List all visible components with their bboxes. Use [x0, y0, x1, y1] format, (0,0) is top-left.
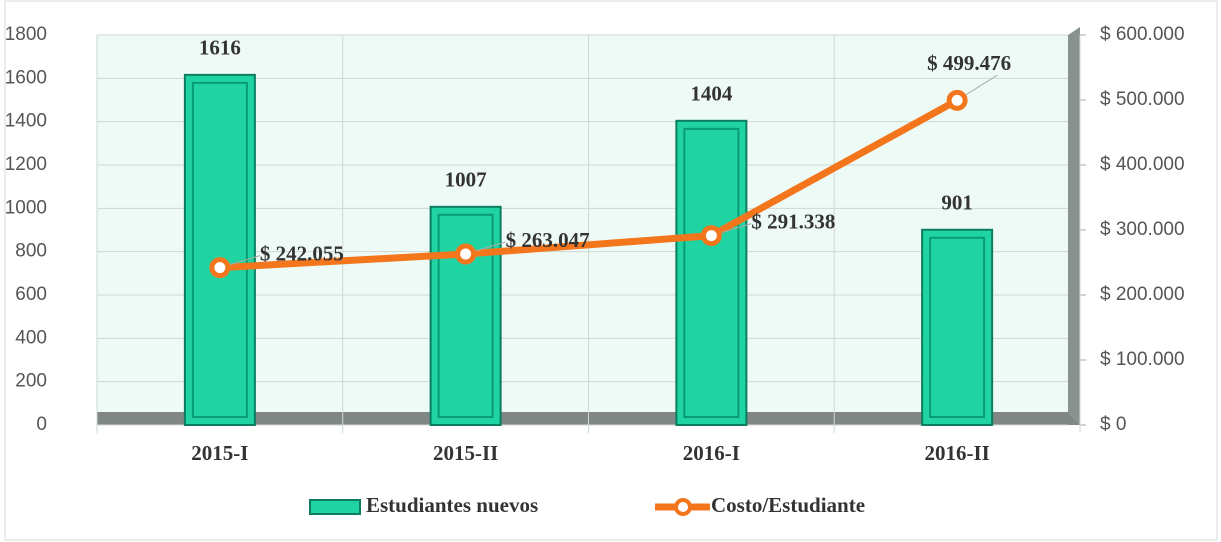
bar-bevel [437, 213, 494, 418]
marker [455, 243, 477, 265]
legend-marker [674, 498, 692, 516]
x-tick-label: 2016-I [683, 441, 740, 465]
line [219, 97, 959, 272]
marker [209, 257, 231, 279]
bar [429, 205, 502, 426]
data-label: 1007 [445, 168, 487, 192]
bar-bevel [191, 81, 248, 418]
data-label: $ 499.476 [927, 51, 1011, 75]
y-tick-label: 1200 [5, 154, 47, 175]
y-tick-label: 0 [36, 414, 47, 435]
y-tick-label: 400 [15, 327, 47, 348]
y2-tick-label: $ 500.000 [1100, 89, 1185, 110]
y2-tick-label: $ 600.000 [1100, 24, 1185, 45]
bar [675, 119, 748, 427]
y2-tick-label: $ 0 [1100, 414, 1126, 435]
x-tick-label: 2015-I [191, 441, 248, 465]
side-wall [1068, 27, 1080, 425]
y-tick-label: 600 [15, 284, 47, 305]
bar-bevel [929, 236, 986, 418]
y2-tick-label: $ 400.000 [1100, 154, 1185, 175]
legend-swatch [309, 499, 361, 515]
y2-tick-label: $ 200.000 [1100, 284, 1185, 305]
data-label: 901 [941, 191, 973, 215]
data-label: $ 291.338 [751, 209, 835, 233]
marker [700, 225, 722, 247]
data-label: 1616 [199, 36, 241, 60]
bar [183, 73, 256, 426]
y-tick-label: 1400 [5, 111, 47, 132]
y-tick-label: 200 [15, 371, 47, 392]
y-tick-label: 800 [15, 241, 47, 262]
y-tick-label: 1800 [5, 24, 47, 45]
y-tick-label: 1600 [5, 67, 47, 88]
legend-label: Costo/Estudiante [711, 493, 865, 517]
y2-tick-label: $ 100.000 [1100, 349, 1185, 370]
bar [921, 228, 994, 426]
y2-tick-label: $ 300.000 [1100, 219, 1185, 240]
x-tick-label: 2015-II [433, 441, 498, 465]
bar-bevel [683, 127, 740, 419]
legend-label: Estudiantes nuevos [366, 493, 538, 517]
data-label: 1404 [690, 82, 733, 106]
data-label: $ 263.047 [506, 228, 590, 252]
x-tick-label: 2016-II [924, 441, 989, 465]
marker [946, 89, 968, 111]
data-label: $ 242.055 [260, 241, 344, 265]
y-tick-label: 1000 [5, 197, 47, 218]
